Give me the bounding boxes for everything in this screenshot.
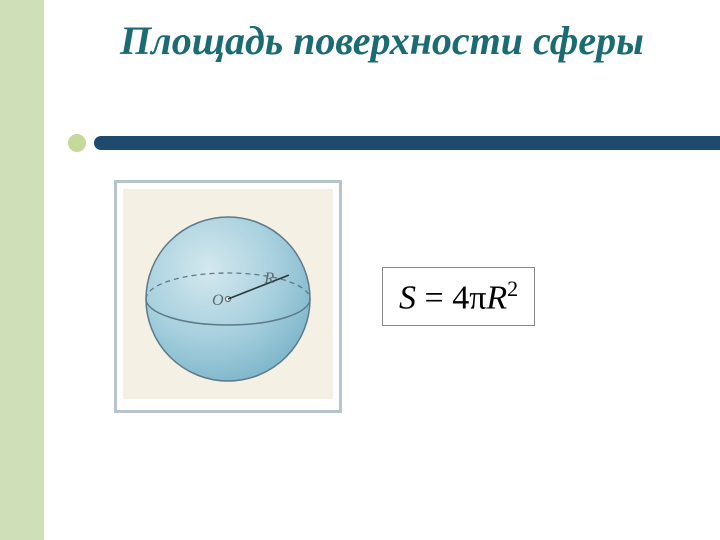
sphere-svg: OR <box>123 189 333 399</box>
sphere-diagram: OR <box>114 180 342 413</box>
underline-dot <box>68 134 86 152</box>
slide-title: Площадь поверхности сферы <box>44 0 720 64</box>
svg-text:O: O <box>212 292 224 309</box>
svg-text:R: R <box>263 270 274 287</box>
formula-var: R <box>486 279 507 316</box>
formula-box: S = 4πR2 <box>382 267 535 326</box>
formula-eq: = <box>416 279 452 316</box>
formula-lhs: S <box>399 279 416 316</box>
title-underline <box>44 136 720 152</box>
left-sidebar-accent <box>0 0 44 540</box>
formula-coef: 4π <box>452 279 486 316</box>
formula-exp: 2 <box>507 276 518 301</box>
underline-bar <box>94 136 720 150</box>
content-row: OR S = 4πR2 <box>44 180 720 413</box>
